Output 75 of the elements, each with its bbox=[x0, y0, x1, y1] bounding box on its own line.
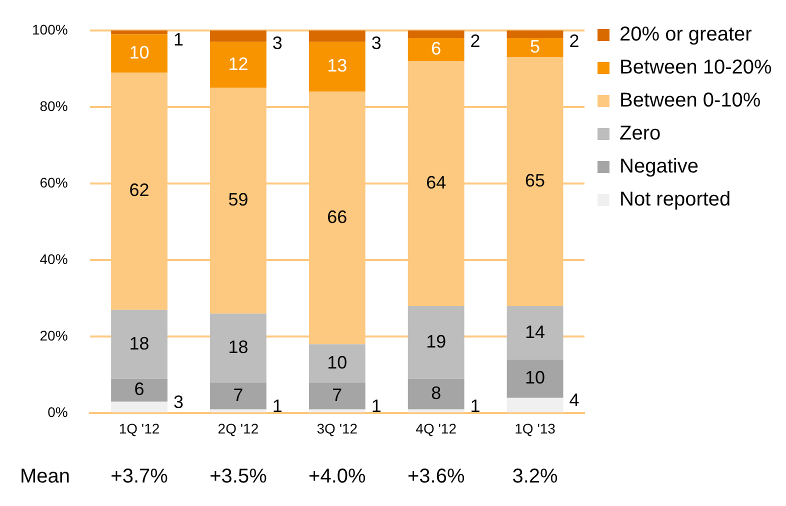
data-label: 66 bbox=[327, 206, 348, 227]
data-label: 2 bbox=[569, 31, 580, 52]
bar bbox=[308, 382, 366, 410]
y-tick-label: 80% bbox=[40, 98, 68, 114]
data-label: 1 bbox=[272, 396, 282, 416]
bar bbox=[111, 402, 168, 412]
text: 3.2% bbox=[512, 466, 558, 488]
bar bbox=[210, 382, 266, 410]
bar bbox=[210, 42, 266, 88]
legend-label: Between 10-20% bbox=[620, 56, 772, 79]
bar bbox=[506, 30, 564, 38]
bar bbox=[506, 306, 564, 360]
y-tick-label: 0% bbox=[48, 404, 68, 420]
bar bbox=[111, 378, 168, 402]
text: +4.0% bbox=[308, 466, 366, 488]
data-label: 14 bbox=[525, 322, 546, 342]
bar bbox=[408, 306, 464, 379]
legend-label: Between 0-10% bbox=[620, 90, 761, 112]
legend-label: Not reported bbox=[620, 188, 731, 211]
legend-label: Zero bbox=[620, 122, 661, 145]
data-label: 62 bbox=[129, 180, 150, 200]
y-tick-label: 60% bbox=[40, 174, 68, 190]
data-label: 1 bbox=[371, 396, 382, 416]
data-label: 10 bbox=[525, 368, 546, 388]
bar bbox=[308, 344, 366, 383]
data-label: 13 bbox=[327, 56, 348, 76]
data-label: 10 bbox=[129, 42, 150, 62]
data-label: 64 bbox=[426, 172, 446, 192]
data-label: 18 bbox=[129, 333, 150, 354]
data-label: 1 bbox=[173, 29, 184, 50]
data-label: 59 bbox=[228, 190, 248, 210]
y-tick-label: 40% bbox=[40, 250, 68, 267]
data-label: 19 bbox=[426, 331, 446, 352]
x-tick-label: 3Q '12 bbox=[316, 420, 358, 436]
text: +3.7% bbox=[110, 466, 168, 488]
y-tick-label: 20% bbox=[40, 328, 68, 344]
y-tick-label: 100% bbox=[32, 21, 68, 38]
bar bbox=[210, 30, 266, 42]
x-tick-label: 2Q '12 bbox=[218, 420, 259, 436]
bar bbox=[308, 42, 366, 92]
bar bbox=[111, 30, 168, 34]
bar bbox=[308, 30, 366, 42]
bar bbox=[408, 30, 464, 38]
data-label: 7 bbox=[332, 384, 342, 405]
data-label: 3 bbox=[371, 33, 382, 54]
data-label: 3 bbox=[272, 33, 282, 54]
text: +3.5% bbox=[210, 466, 268, 488]
bar bbox=[210, 314, 266, 383]
data-label: 10 bbox=[327, 352, 348, 372]
bar bbox=[506, 360, 564, 398]
x-tick-label: 1Q '12 bbox=[118, 420, 160, 436]
bar bbox=[408, 378, 464, 410]
data-label: 7 bbox=[233, 384, 244, 405]
data-label: 2 bbox=[470, 31, 480, 52]
legend-label: 20% or greater bbox=[620, 24, 752, 46]
data-label: 1 bbox=[470, 396, 480, 416]
data-label: 8 bbox=[431, 383, 442, 404]
bar bbox=[506, 38, 564, 58]
data-label: 18 bbox=[228, 337, 248, 358]
legend-label: Negative bbox=[620, 156, 698, 178]
bar bbox=[111, 310, 168, 379]
bar bbox=[408, 38, 464, 62]
x-tick-label: 1Q '13 bbox=[514, 420, 556, 436]
data-label: 65 bbox=[525, 170, 546, 191]
data-label: 4 bbox=[569, 390, 580, 410]
text: Mean bbox=[20, 466, 70, 488]
bar bbox=[111, 34, 168, 73]
data-label: 3 bbox=[173, 392, 184, 412]
data-label: 6 bbox=[134, 379, 144, 400]
text: +3.6% bbox=[407, 466, 465, 488]
bar bbox=[506, 398, 564, 412]
x-tick-label: 4Q '12 bbox=[416, 420, 457, 436]
data-label: 12 bbox=[228, 54, 248, 74]
data-label: 6 bbox=[431, 38, 442, 59]
data-label: 5 bbox=[530, 36, 540, 57]
